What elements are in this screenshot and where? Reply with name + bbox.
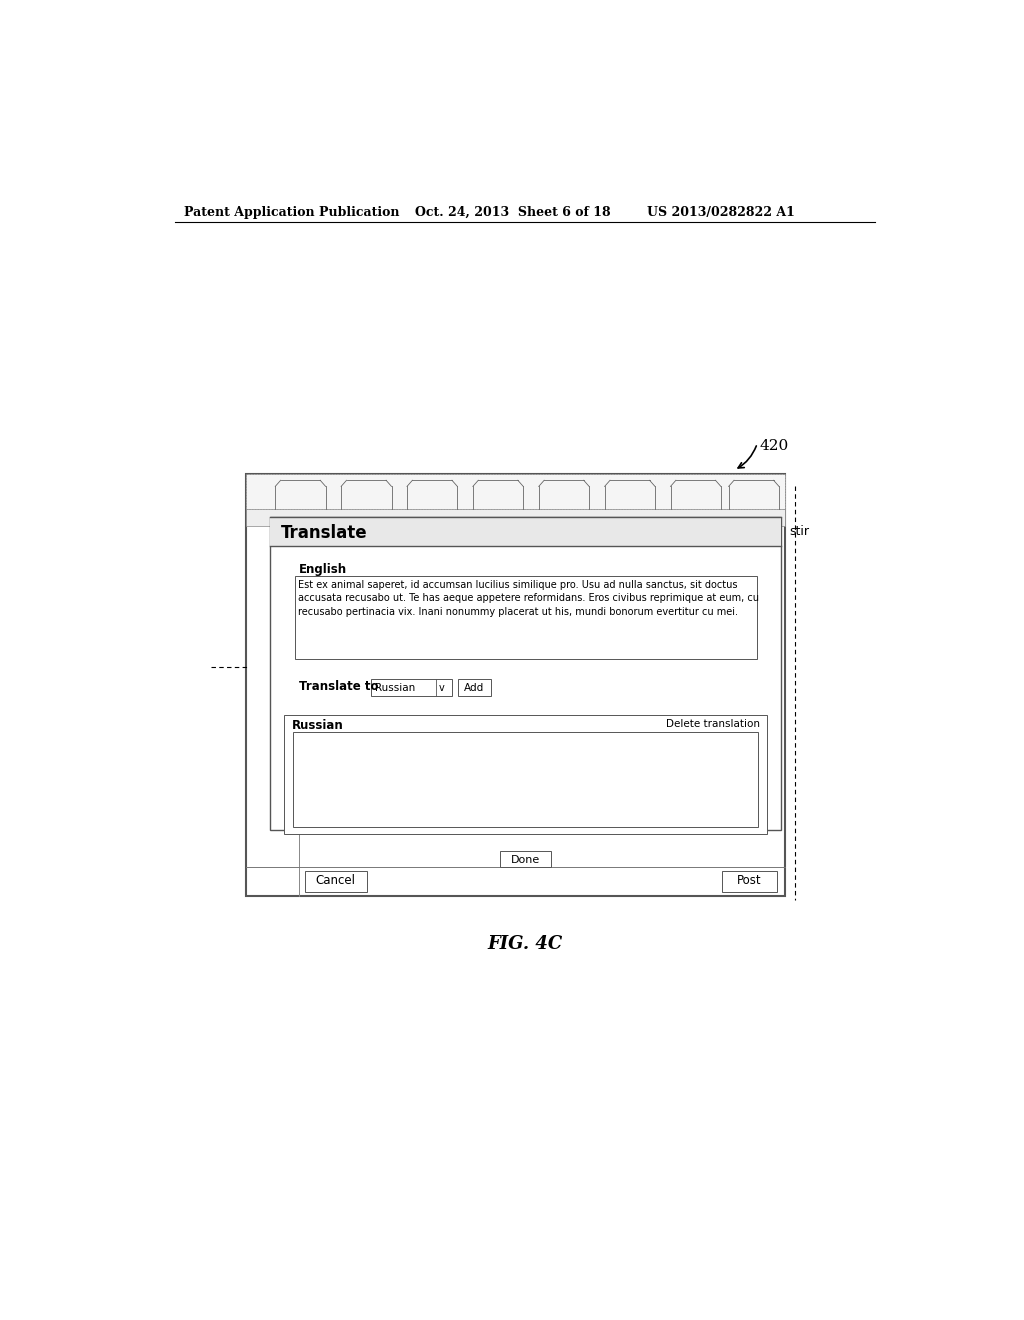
- Bar: [284, 715, 767, 834]
- Bar: [722, 871, 777, 892]
- Text: Delete translation: Delete translation: [666, 719, 760, 729]
- Text: v: v: [438, 682, 444, 693]
- Text: stir: stir: [790, 525, 809, 539]
- Text: Russian: Russian: [292, 719, 343, 733]
- Bar: [458, 678, 490, 696]
- Text: Est ex animal saperet, id accumsan lucilius similique pro. Usu ad nulla sanctus,: Est ex animal saperet, id accumsan lucil…: [299, 579, 760, 616]
- Text: 420: 420: [760, 440, 788, 454]
- Text: Add: Add: [464, 682, 484, 693]
- Bar: [270, 517, 781, 830]
- Bar: [270, 517, 781, 546]
- Bar: [246, 474, 785, 508]
- Text: English: English: [299, 564, 347, 577]
- Text: Post: Post: [737, 875, 762, 887]
- Bar: [500, 851, 551, 867]
- Text: Oct. 24, 2013  Sheet 6 of 18: Oct. 24, 2013 Sheet 6 of 18: [415, 206, 610, 219]
- Bar: [305, 871, 367, 892]
- Text: FIG. 4C: FIG. 4C: [487, 935, 562, 953]
- Text: Translate: Translate: [281, 524, 368, 543]
- Text: Done: Done: [511, 855, 541, 865]
- Bar: [246, 508, 785, 525]
- Text: Patent Application Publication: Patent Application Publication: [183, 206, 399, 219]
- Bar: [293, 733, 758, 826]
- Text: Russian: Russian: [375, 682, 416, 693]
- Bar: [246, 474, 785, 896]
- Bar: [371, 678, 452, 696]
- Text: Translate to: Translate to: [299, 681, 379, 693]
- Text: US 2013/0282822 A1: US 2013/0282822 A1: [647, 206, 795, 219]
- Text: Cancel: Cancel: [315, 875, 355, 887]
- Bar: [295, 576, 757, 659]
